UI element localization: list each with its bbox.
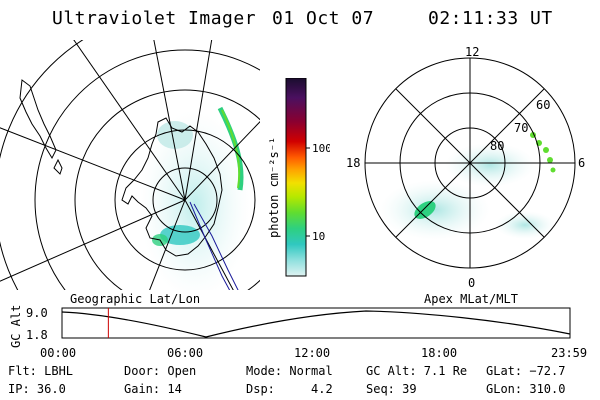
colorbar-tick-100: 100: [312, 142, 330, 155]
dsp-status: Dsp: 4.2: [246, 382, 333, 396]
colorbar-tick-10: 10: [312, 230, 325, 243]
filter-status: Flt: LBHL: [8, 364, 74, 378]
mlat-label-60: 60: [536, 98, 550, 112]
mlt-label-0: 0: [468, 276, 475, 290]
geographic-map: [0, 40, 260, 290]
altitude-curve: [61, 310, 571, 338]
instrument-title: Ultraviolet Imager: [52, 8, 257, 29]
polar-plot: 12 18 6 0 60 70 80: [346, 45, 585, 290]
x-tick-1200: 12:00: [294, 346, 330, 360]
south-america-coastline: [19, 79, 57, 160]
y-tick-9: 9.0: [26, 306, 48, 320]
colorbar-unit-label: photon cm⁻²s⁻¹: [267, 137, 281, 238]
glon-status: GLon: 310.0: [486, 382, 566, 396]
x-ticks: 00:00 06:00 12:00 18:00 23:59: [40, 346, 587, 360]
x-tick-1800: 18:00: [421, 346, 457, 360]
gc-alt-status: GC Alt: 7.1 Re: [366, 364, 468, 378]
colorbar: 100 10 photon cm⁻²s⁻¹: [267, 78, 330, 277]
antarctica-coastline: [121, 117, 223, 257]
mlt-label-18: 18: [346, 156, 360, 170]
mlat-label-80: 80: [490, 139, 504, 153]
x-tick-2359: 23:59: [551, 346, 587, 360]
altitude-strip: GC Alt 9.0 1.8 00:00 06:00 12:00 18:00 2…: [9, 305, 587, 360]
date-label: 01 Oct 07: [272, 8, 375, 29]
orbit-track: [189, 201, 239, 290]
mlt-spokes: [365, 58, 575, 268]
y-tick-1-8: 1.8: [26, 328, 48, 342]
apex-mlat-mlt-label: Apex MLat/MLT: [424, 292, 518, 306]
ip-status: IP: 36.0: [8, 382, 66, 396]
x-tick-0600: 06:00: [167, 346, 203, 360]
mlat-label-70: 70: [514, 121, 528, 135]
glat-status: GLat: −72.7: [486, 364, 566, 378]
gc-alt-axis-label: GC Alt: [9, 305, 23, 348]
latitude-grid: [0, 40, 260, 290]
mlt-label-6: 6: [578, 156, 585, 170]
aurora-emission-polar: [380, 132, 556, 240]
aurora-emission-geo: [140, 106, 250, 290]
strip-frame: [61, 307, 571, 339]
door-status: Door: Open: [124, 364, 197, 378]
time-label: 02:11:33 UT: [428, 8, 553, 29]
mode-status: Mode: Normal: [246, 364, 333, 378]
mlt-label-12: 12: [465, 45, 479, 59]
geographic-latlon-label: Geographic Lat/Lon: [70, 292, 201, 306]
gain-status: Gain: 14: [124, 382, 182, 396]
seq-status: Seq: 39: [366, 382, 417, 396]
x-tick-0000: 00:00: [40, 346, 76, 360]
